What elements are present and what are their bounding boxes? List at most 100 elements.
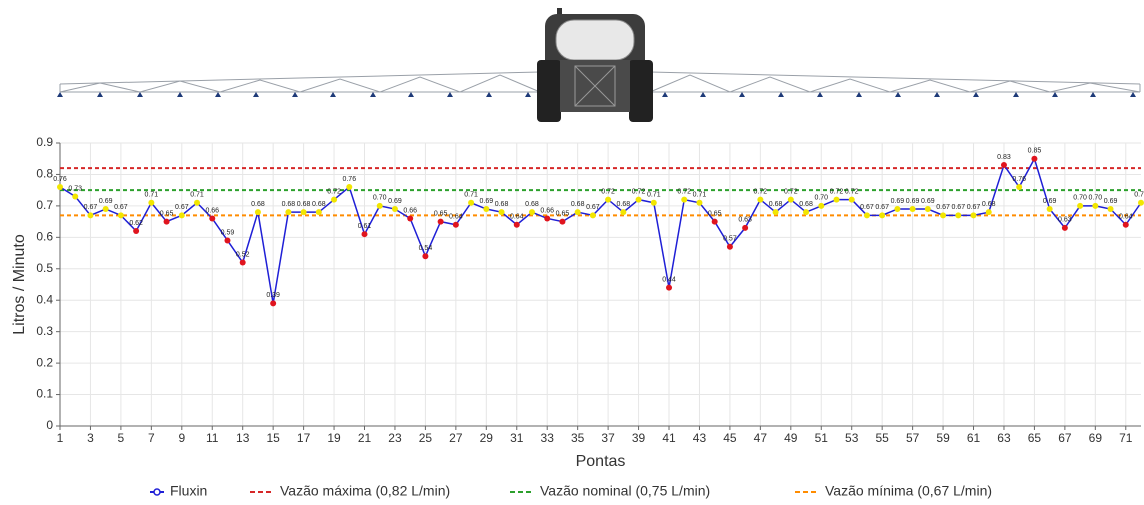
data-label: 0.68 <box>769 201 783 208</box>
x-tick-label: 27 <box>449 431 463 445</box>
data-label: 0.61 <box>358 223 372 230</box>
data-point <box>666 285 672 291</box>
data-label: 0.70 <box>373 195 387 202</box>
y-tick-label: 0.1 <box>36 387 53 401</box>
data-label: 0.65 <box>160 210 174 217</box>
data-point <box>1031 156 1037 162</box>
y-tick-label: 0.3 <box>36 324 53 338</box>
x-tick-label: 51 <box>815 431 829 445</box>
data-point <box>742 225 748 231</box>
x-tick-label: 45 <box>723 431 737 445</box>
data-point <box>955 212 961 218</box>
x-tick-label: 11 <box>206 431 219 445</box>
data-label: 0.71 <box>1134 192 1144 199</box>
data-point <box>1016 184 1022 190</box>
data-point <box>803 209 809 215</box>
data-point <box>879 212 885 218</box>
x-tick-label: 7 <box>148 431 155 445</box>
data-label: 0.70 <box>1073 195 1087 202</box>
x-tick-label: 25 <box>419 431 433 445</box>
data-label: 0.72 <box>677 188 691 195</box>
x-axis-title: Pontas <box>576 453 626 470</box>
data-point <box>940 212 946 218</box>
data-point <box>529 209 535 215</box>
data-label: 0.39 <box>266 292 280 299</box>
data-label: 0.72 <box>754 188 768 195</box>
data-label: 0.70 <box>814 195 828 202</box>
x-tick-label: 55 <box>875 431 889 445</box>
data-point <box>270 300 276 306</box>
data-point <box>164 219 170 225</box>
data-point <box>605 197 611 203</box>
data-label: 0.67 <box>175 204 189 211</box>
data-label: 0.65 <box>434 210 448 217</box>
legend-label: Vazão mínima (0,67 L/min) <box>825 483 992 499</box>
y-tick-label: 0 <box>46 418 53 432</box>
data-point <box>986 209 992 215</box>
x-tick-label: 1 <box>57 431 64 445</box>
data-point <box>620 209 626 215</box>
data-point <box>148 200 154 206</box>
data-label: 0.69 <box>921 198 935 205</box>
data-label: 0.67 <box>875 204 889 211</box>
data-label: 0.72 <box>601 188 615 195</box>
data-label: 0.67 <box>586 204 600 211</box>
x-tick-label: 19 <box>327 431 341 445</box>
y-tick-label: 0.4 <box>36 292 53 306</box>
data-point <box>377 203 383 209</box>
data-point <box>651 200 657 206</box>
data-point <box>833 197 839 203</box>
data-label: 0.68 <box>495 201 509 208</box>
x-tick-label: 53 <box>845 431 859 445</box>
data-point <box>407 215 413 221</box>
data-label: 0.69 <box>906 198 920 205</box>
data-point <box>1077 203 1083 209</box>
data-point <box>118 212 124 218</box>
data-point <box>1138 200 1144 206</box>
data-label: 0.64 <box>1119 214 1133 221</box>
data-point <box>1047 206 1053 212</box>
data-point <box>514 222 520 228</box>
data-label: 0.71 <box>647 192 661 199</box>
data-label: 0.68 <box>571 201 585 208</box>
legend-marker <box>154 489 160 495</box>
data-point <box>681 197 687 203</box>
data-point <box>301 209 307 215</box>
x-tick-label: 59 <box>936 431 950 445</box>
data-point <box>194 200 200 206</box>
data-point <box>209 215 215 221</box>
data-label: 0.72 <box>845 188 859 195</box>
data-label: 0.68 <box>799 201 813 208</box>
data-label: 0.68 <box>282 201 296 208</box>
data-point <box>316 209 322 215</box>
data-label: 0.76 <box>1012 176 1026 183</box>
data-label: 0.69 <box>99 198 113 205</box>
y-tick-label: 0.2 <box>36 355 53 369</box>
data-label: 0.66 <box>403 207 417 214</box>
data-point <box>483 206 489 212</box>
data-point <box>590 212 596 218</box>
data-point <box>1092 203 1098 209</box>
data-label: 0.65 <box>708 210 722 217</box>
x-tick-label: 35 <box>571 431 585 445</box>
data-label: 0.52 <box>236 251 250 258</box>
x-tick-label: 49 <box>784 431 798 445</box>
x-tick-label: 9 <box>178 431 185 445</box>
data-label: 0.68 <box>525 201 539 208</box>
x-tick-label: 13 <box>236 431 250 445</box>
data-point <box>255 209 261 215</box>
data-point <box>87 212 93 218</box>
data-label: 0.67 <box>951 204 965 211</box>
x-tick-label: 61 <box>967 431 981 445</box>
data-point <box>849 197 855 203</box>
data-point <box>224 237 230 243</box>
data-label: 0.67 <box>967 204 981 211</box>
data-point <box>636 197 642 203</box>
data-point <box>179 212 185 218</box>
x-tick-label: 21 <box>358 431 372 445</box>
data-point <box>346 184 352 190</box>
x-tick-label: 31 <box>510 431 524 445</box>
x-tick-label: 15 <box>266 431 280 445</box>
data-label: 0.76 <box>342 176 356 183</box>
x-tick-label: 17 <box>297 431 311 445</box>
